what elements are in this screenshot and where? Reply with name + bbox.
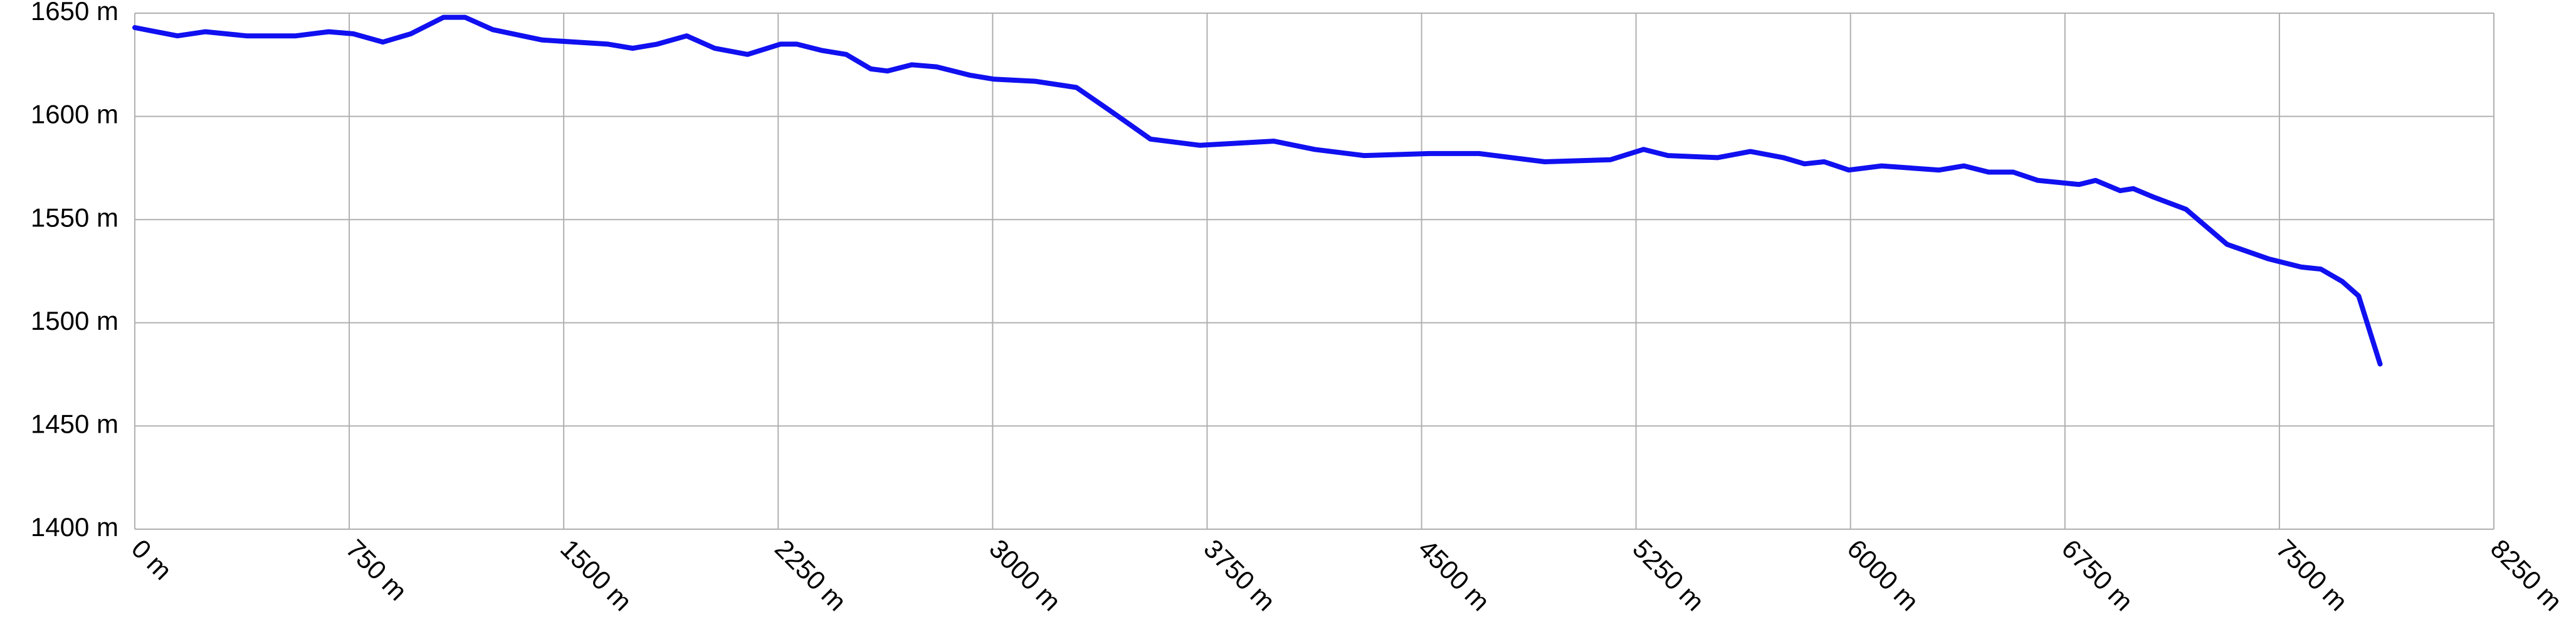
x-tick-label: 7500 m [2271,534,2353,616]
x-tick-label: 2250 m [769,534,852,616]
y-tick-label: 1500 m [31,306,118,335]
x-tick-label: 4500 m [1412,534,1495,616]
x-tick-label: 3750 m [1198,534,1281,616]
x-tick-label: 5250 m [1627,534,1710,616]
y-tick-label: 1450 m [31,409,118,438]
y-tick-label: 1400 m [31,512,118,542]
elevation-line [132,14,2383,367]
x-tick-label: 0 m [126,534,178,586]
y-tick-label: 1600 m [31,100,118,129]
x-tick-label: 3000 m [984,534,1066,616]
x-tick-label: 6750 m [2056,534,2139,616]
x-tick-label: 8250 m [2485,534,2568,616]
y-tick-label: 1650 m [31,0,118,26]
x-tick-label: 750 m [340,534,413,606]
y-tick-label: 1550 m [31,203,118,232]
x-tick-label: 6000 m [1842,534,1925,616]
x-tick-label: 1500 m [555,534,638,616]
